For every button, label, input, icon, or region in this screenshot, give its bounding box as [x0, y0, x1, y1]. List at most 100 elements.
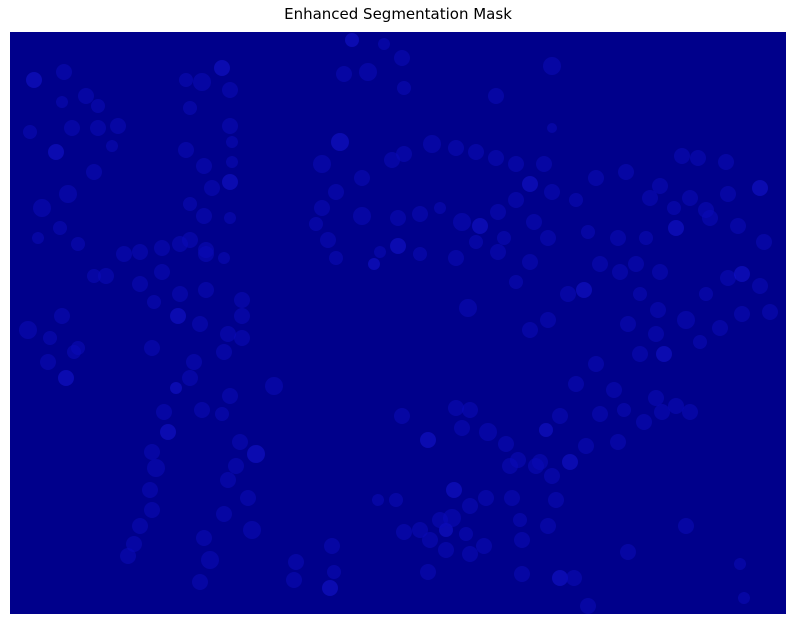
mask-blob: [446, 482, 462, 498]
mask-blob: [243, 521, 261, 539]
mask-blob: [390, 210, 406, 226]
mask-blob: [56, 96, 68, 108]
mask-blob: [214, 60, 230, 76]
mask-blob: [526, 214, 542, 230]
mask-blob: [756, 234, 772, 250]
mask-blob: [639, 231, 653, 245]
mask-blob: [26, 72, 42, 88]
mask-blob: [509, 275, 523, 289]
mask-blob: [508, 156, 524, 172]
mask-blob: [592, 406, 608, 422]
mask-blob: [354, 170, 370, 186]
mask-blob: [192, 574, 208, 590]
mask-blob: [86, 164, 102, 180]
mask-blob: [578, 438, 594, 454]
mask-blob: [353, 207, 371, 225]
mask-blob: [313, 155, 331, 173]
mask-blob: [132, 244, 148, 260]
mask-blob: [132, 276, 148, 292]
mask-blob: [448, 140, 464, 156]
mask-blob: [378, 38, 390, 50]
mask-blob: [359, 63, 377, 81]
mask-blob: [734, 558, 746, 570]
mask-blob: [540, 312, 556, 328]
mask-blob: [48, 144, 64, 160]
mask-blob: [345, 33, 359, 47]
mask-blob: [144, 444, 160, 460]
mask-blob: [588, 356, 604, 372]
mask-blob: [478, 490, 494, 506]
mask-blob: [182, 370, 198, 386]
mask-blob: [396, 146, 412, 162]
mask-blob: [336, 66, 352, 82]
mask-blob: [196, 530, 212, 546]
mask-blob: [469, 235, 483, 249]
mask-blob: [288, 554, 304, 570]
mask-blob: [40, 354, 56, 370]
mask-blob: [514, 532, 530, 548]
mask-blob: [453, 213, 471, 231]
mask-blob: [192, 316, 208, 332]
mask-blob: [752, 278, 768, 294]
mask-blob: [394, 50, 410, 66]
mask-blob: [413, 247, 427, 261]
mask-blob: [390, 238, 406, 254]
mask-blob: [678, 518, 694, 534]
segmentation-mask-image: [10, 32, 786, 614]
mask-blob: [618, 164, 634, 180]
mask-blob: [642, 190, 658, 206]
mask-blob: [652, 264, 668, 280]
mask-blob: [201, 551, 219, 569]
mask-blob: [170, 308, 186, 324]
mask-blob: [682, 190, 698, 206]
mask-blob: [668, 220, 684, 236]
mask-blob: [110, 118, 126, 134]
mask-blob: [423, 135, 441, 153]
mask-blob: [170, 382, 182, 394]
mask-blob: [234, 308, 250, 324]
mask-blob: [610, 434, 626, 450]
mask-blob: [504, 490, 520, 506]
mask-blob: [247, 445, 265, 463]
mask-blob: [144, 340, 160, 356]
mask-blob: [372, 494, 384, 506]
mask-blob: [528, 458, 544, 474]
mask-blob: [222, 388, 238, 404]
mask-blob: [147, 295, 161, 309]
mask-blob: [56, 64, 72, 80]
mask-blob: [196, 208, 212, 224]
mask-blob: [462, 402, 478, 418]
mask-blob: [648, 326, 664, 342]
mask-blob: [43, 331, 57, 345]
mask-blob: [58, 370, 74, 386]
mask-blob: [234, 330, 250, 346]
mask-blob: [434, 202, 446, 214]
mask-blob: [193, 73, 211, 91]
mask-blob: [172, 236, 188, 252]
mask-blob: [396, 524, 412, 540]
mask-blob: [327, 565, 341, 579]
mask-blob: [64, 120, 80, 136]
mask-blob: [540, 518, 556, 534]
mask-blob: [172, 286, 188, 302]
mask-blob: [54, 308, 70, 324]
mask-blob: [610, 230, 626, 246]
mask-blob: [539, 423, 553, 437]
mask-blob: [33, 199, 51, 217]
mask-blob: [265, 377, 283, 395]
mask-blob: [132, 518, 148, 534]
mask-blob: [462, 546, 478, 562]
mask-blob: [420, 432, 436, 448]
mask-blob: [67, 345, 81, 359]
mask-blob: [720, 270, 736, 286]
mask-blob: [142, 482, 158, 498]
mask-blob: [762, 304, 778, 320]
mask-blob: [120, 548, 136, 564]
mask-blob: [468, 144, 484, 160]
mask-blob: [588, 170, 604, 186]
mask-blob: [160, 424, 176, 440]
mask-blob: [488, 88, 504, 104]
mask-blob: [654, 404, 670, 420]
mask-blob: [389, 493, 403, 507]
mask-blob: [420, 564, 436, 580]
